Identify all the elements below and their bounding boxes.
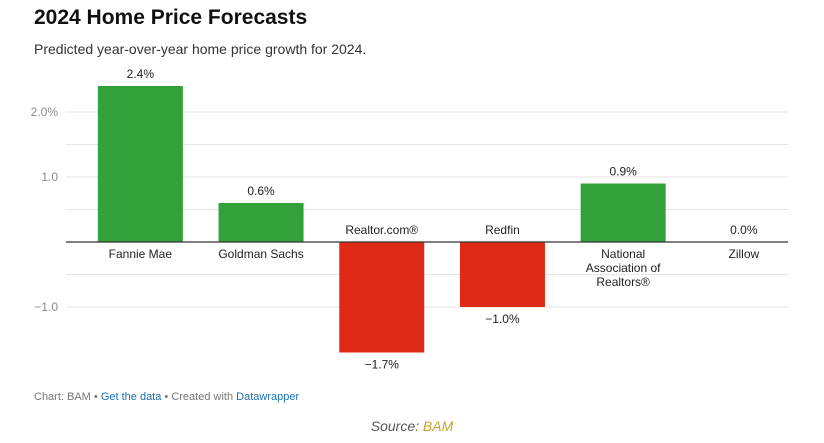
data-label: 0.6%: [247, 184, 275, 198]
bar: [97, 86, 183, 242]
data-label: −1.0%: [485, 312, 520, 326]
chart-subtitle: Predicted year-over-year home price grow…: [34, 41, 367, 57]
source-name: BAM: [422, 418, 454, 434]
datawrapper-link[interactable]: Datawrapper: [236, 391, 300, 403]
bar: [459, 242, 545, 307]
x-tick-label: National Association of Realtors®: [586, 247, 661, 289]
x-tick-label: Realtor.com®: [345, 223, 418, 237]
source-line: Source: BAM: [0, 418, 824, 434]
y-tick-label: 2.0%: [31, 105, 59, 119]
y-tick-label: 1.0: [41, 170, 58, 184]
chart-title: 2024 Home Price Forecasts: [34, 6, 308, 29]
get-the-data-link[interactable]: Get the data: [100, 391, 162, 403]
data-label: 2.4%: [127, 67, 155, 81]
data-label: 0.9%: [609, 165, 637, 179]
source-prefix: Source:: [370, 418, 423, 434]
data-label: 0.0%: [730, 223, 758, 237]
x-tick-label: Redfin: [485, 223, 520, 237]
y-tick-label: −1.0: [34, 300, 58, 314]
bar: [339, 242, 425, 353]
x-tick-label: Zillow: [729, 247, 760, 261]
footer-middle: • Created with: [161, 391, 237, 403]
chart-footer: Chart: BAM • Get the data • Created with…: [34, 391, 299, 403]
bar-chart: 2.0% 1.0 −1.0 2.4% Fannie Mae 0.6% Goldman Sac…: [31, 67, 788, 372]
bar: [218, 203, 304, 242]
data-label: −1.7%: [365, 358, 400, 372]
x-tick-label: Fannie Mae: [109, 247, 173, 261]
bar: [580, 183, 666, 242]
x-tick-label: Goldman Sachs: [218, 247, 303, 261]
footer-credit: Chart: BAM •: [34, 391, 101, 403]
